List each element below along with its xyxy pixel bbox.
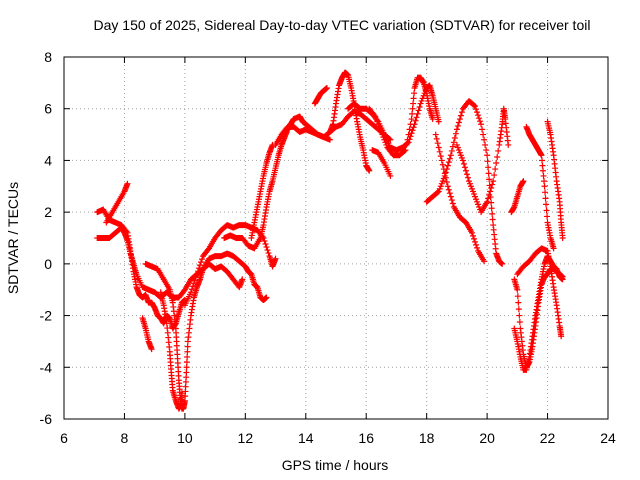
plot-frame xyxy=(63,56,609,420)
series-sat-q xyxy=(432,131,488,265)
y-tick-label: 8 xyxy=(44,49,52,65)
y-tick-label: 6 xyxy=(44,101,52,117)
y-tick-label: -6 xyxy=(40,411,53,427)
data-point-markers xyxy=(272,123,333,148)
data-point-markers xyxy=(139,315,155,353)
data-point-markers xyxy=(508,178,527,216)
data-point-markers xyxy=(366,74,436,159)
y-tick-label: 2 xyxy=(44,204,52,220)
y-tick-label: -4 xyxy=(40,359,53,375)
series-sat-j xyxy=(272,123,333,148)
series-sat-v xyxy=(514,245,565,340)
x-tick-label: 18 xyxy=(419,430,435,446)
series-sat-k xyxy=(311,85,330,107)
series-sat-l xyxy=(326,69,373,174)
data-point-markers xyxy=(248,141,276,241)
chart-title: Day 150 of 2025, Sidereal Day-to-day VTE… xyxy=(94,17,591,33)
x-tick-label: 20 xyxy=(479,430,495,446)
series-sat-n xyxy=(366,74,436,159)
series-sat-d xyxy=(139,315,155,353)
data-point-markers xyxy=(423,97,506,267)
series-sat-o xyxy=(369,147,394,179)
series-sat-f xyxy=(157,289,185,412)
series-sat-e xyxy=(142,250,270,412)
series-sat-w xyxy=(523,123,557,252)
x-tick-label: 24 xyxy=(600,430,616,446)
data-point-markers xyxy=(369,147,394,179)
x-tick-label: 16 xyxy=(358,430,374,446)
y-axis-label: SDTVAR / TECUs xyxy=(5,182,21,294)
series-sat-x xyxy=(544,118,566,241)
data-point-markers xyxy=(544,118,566,241)
data-point-markers xyxy=(142,250,270,412)
x-tick-label: 22 xyxy=(540,430,556,446)
x-tick-label: 8 xyxy=(121,430,129,446)
data-point-markers xyxy=(432,131,488,265)
plot-area xyxy=(94,69,566,412)
y-tick-label: 0 xyxy=(44,256,52,272)
series-sat-p xyxy=(423,97,506,267)
y-tick-label: -2 xyxy=(40,308,53,324)
data-point-markers xyxy=(514,245,565,340)
grid xyxy=(64,57,608,419)
x-axis-label: GPS time / hours xyxy=(282,457,389,473)
data-point-markers xyxy=(94,224,246,301)
y-tick-label: 4 xyxy=(44,152,52,168)
data-point-markers xyxy=(453,105,512,216)
data-point-markers xyxy=(103,180,131,226)
series-sat-b xyxy=(94,224,246,301)
x-tick-label: 10 xyxy=(177,430,193,446)
series-sat-r xyxy=(453,105,512,216)
x-tick-label: 6 xyxy=(60,430,68,446)
data-point-markers xyxy=(157,289,185,412)
series-sat-c xyxy=(103,180,131,226)
x-tick-label: 12 xyxy=(238,430,254,446)
series-sat-i xyxy=(248,141,276,241)
series-sat-s xyxy=(508,178,527,216)
data-point-markers xyxy=(523,123,557,252)
x-tick-label: 14 xyxy=(298,430,314,446)
data-point-markers xyxy=(326,69,373,174)
data-point-markers xyxy=(311,85,330,107)
